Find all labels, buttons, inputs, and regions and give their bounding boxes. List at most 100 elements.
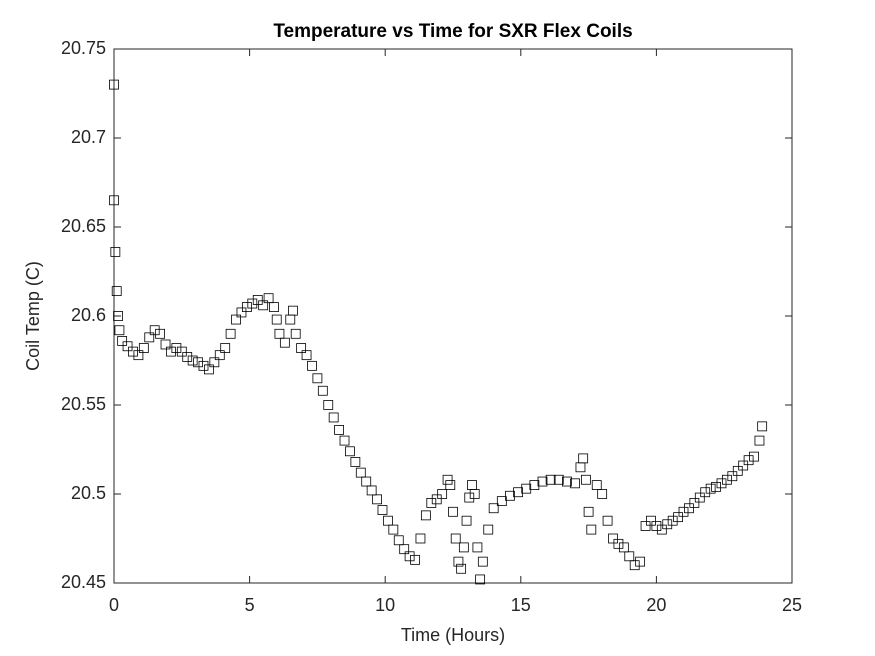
- point: [624, 551, 635, 562]
- point: [328, 412, 339, 423]
- point: [749, 451, 759, 462]
- point: [113, 311, 123, 321]
- point: [198, 360, 209, 371]
- point: [757, 421, 768, 432]
- point: [651, 521, 662, 531]
- point: [109, 79, 119, 90]
- point: [646, 515, 656, 526]
- point: [453, 556, 464, 567]
- point: [247, 298, 258, 309]
- point: [464, 492, 475, 503]
- point: [635, 556, 646, 567]
- point: [307, 360, 317, 371]
- point: [252, 295, 263, 305]
- point: [667, 515, 678, 526]
- point: [437, 489, 448, 499]
- point: [149, 325, 160, 336]
- point: [214, 350, 225, 361]
- point: [138, 343, 149, 353]
- point: [743, 455, 754, 466]
- y-tick-label: 20.5: [71, 483, 106, 503]
- x-tick-label: 20: [646, 595, 666, 615]
- point: [738, 460, 749, 471]
- point: [361, 476, 372, 487]
- point: [220, 343, 231, 353]
- point: [689, 497, 700, 508]
- chart-title: Temperature vs Time for SXR Flex Coils: [273, 21, 632, 42]
- point: [388, 524, 399, 535]
- point: [372, 494, 382, 505]
- point: [521, 483, 532, 494]
- point: [110, 247, 121, 257]
- point: [578, 453, 589, 464]
- point: [274, 328, 285, 339]
- point: [366, 485, 377, 496]
- point: [472, 542, 483, 553]
- point: [301, 350, 312, 361]
- point: [629, 560, 640, 571]
- point: [553, 474, 564, 485]
- point: [694, 492, 705, 503]
- point: [176, 346, 187, 357]
- point: [279, 337, 290, 348]
- point: [420, 510, 431, 521]
- point: [296, 343, 307, 353]
- point: [754, 435, 765, 446]
- point: [350, 457, 361, 467]
- point: [171, 343, 182, 353]
- point: [187, 355, 198, 366]
- point: [684, 503, 694, 514]
- point: [640, 521, 651, 531]
- point: [111, 286, 122, 296]
- point: [475, 574, 486, 585]
- point: [182, 352, 193, 362]
- point: [345, 446, 355, 457]
- point: [711, 481, 721, 492]
- x-tick-label: 15: [511, 595, 531, 615]
- point: [109, 195, 119, 206]
- point: [445, 480, 456, 491]
- point: [334, 425, 344, 435]
- point: [602, 515, 613, 526]
- point: [431, 494, 442, 505]
- point: [570, 478, 580, 489]
- point: [456, 563, 467, 574]
- point: [410, 554, 420, 565]
- y-tick-label: 20.45: [61, 572, 106, 592]
- point: [317, 385, 328, 396]
- point: [656, 524, 667, 535]
- point: [458, 542, 469, 553]
- point: [716, 478, 727, 489]
- point: [241, 302, 252, 313]
- point: [399, 544, 410, 555]
- point: [377, 505, 388, 515]
- point: [597, 489, 608, 499]
- point: [488, 503, 499, 514]
- x-tick-label: 5: [245, 595, 255, 615]
- point: [144, 332, 155, 343]
- point: [290, 328, 301, 339]
- point: [122, 341, 133, 352]
- point: [727, 471, 738, 482]
- point: [426, 497, 437, 508]
- x-tick-label: 0: [109, 595, 119, 615]
- point: [586, 524, 597, 535]
- point: [513, 487, 523, 498]
- point: [225, 328, 236, 339]
- point: [477, 556, 488, 567]
- point: [263, 293, 274, 304]
- point: [483, 524, 494, 535]
- point: [160, 339, 171, 350]
- point: [323, 400, 334, 410]
- x-tick-label: 25: [782, 595, 802, 615]
- point: [732, 465, 743, 476]
- point: [236, 307, 247, 318]
- point: [404, 551, 415, 562]
- point: [128, 346, 138, 357]
- point: [618, 542, 629, 553]
- y-tick-label: 20.6: [71, 305, 106, 325]
- y-tick-label: 20.65: [61, 216, 106, 236]
- y-tick-label: 20.75: [61, 38, 106, 58]
- point: [415, 533, 426, 544]
